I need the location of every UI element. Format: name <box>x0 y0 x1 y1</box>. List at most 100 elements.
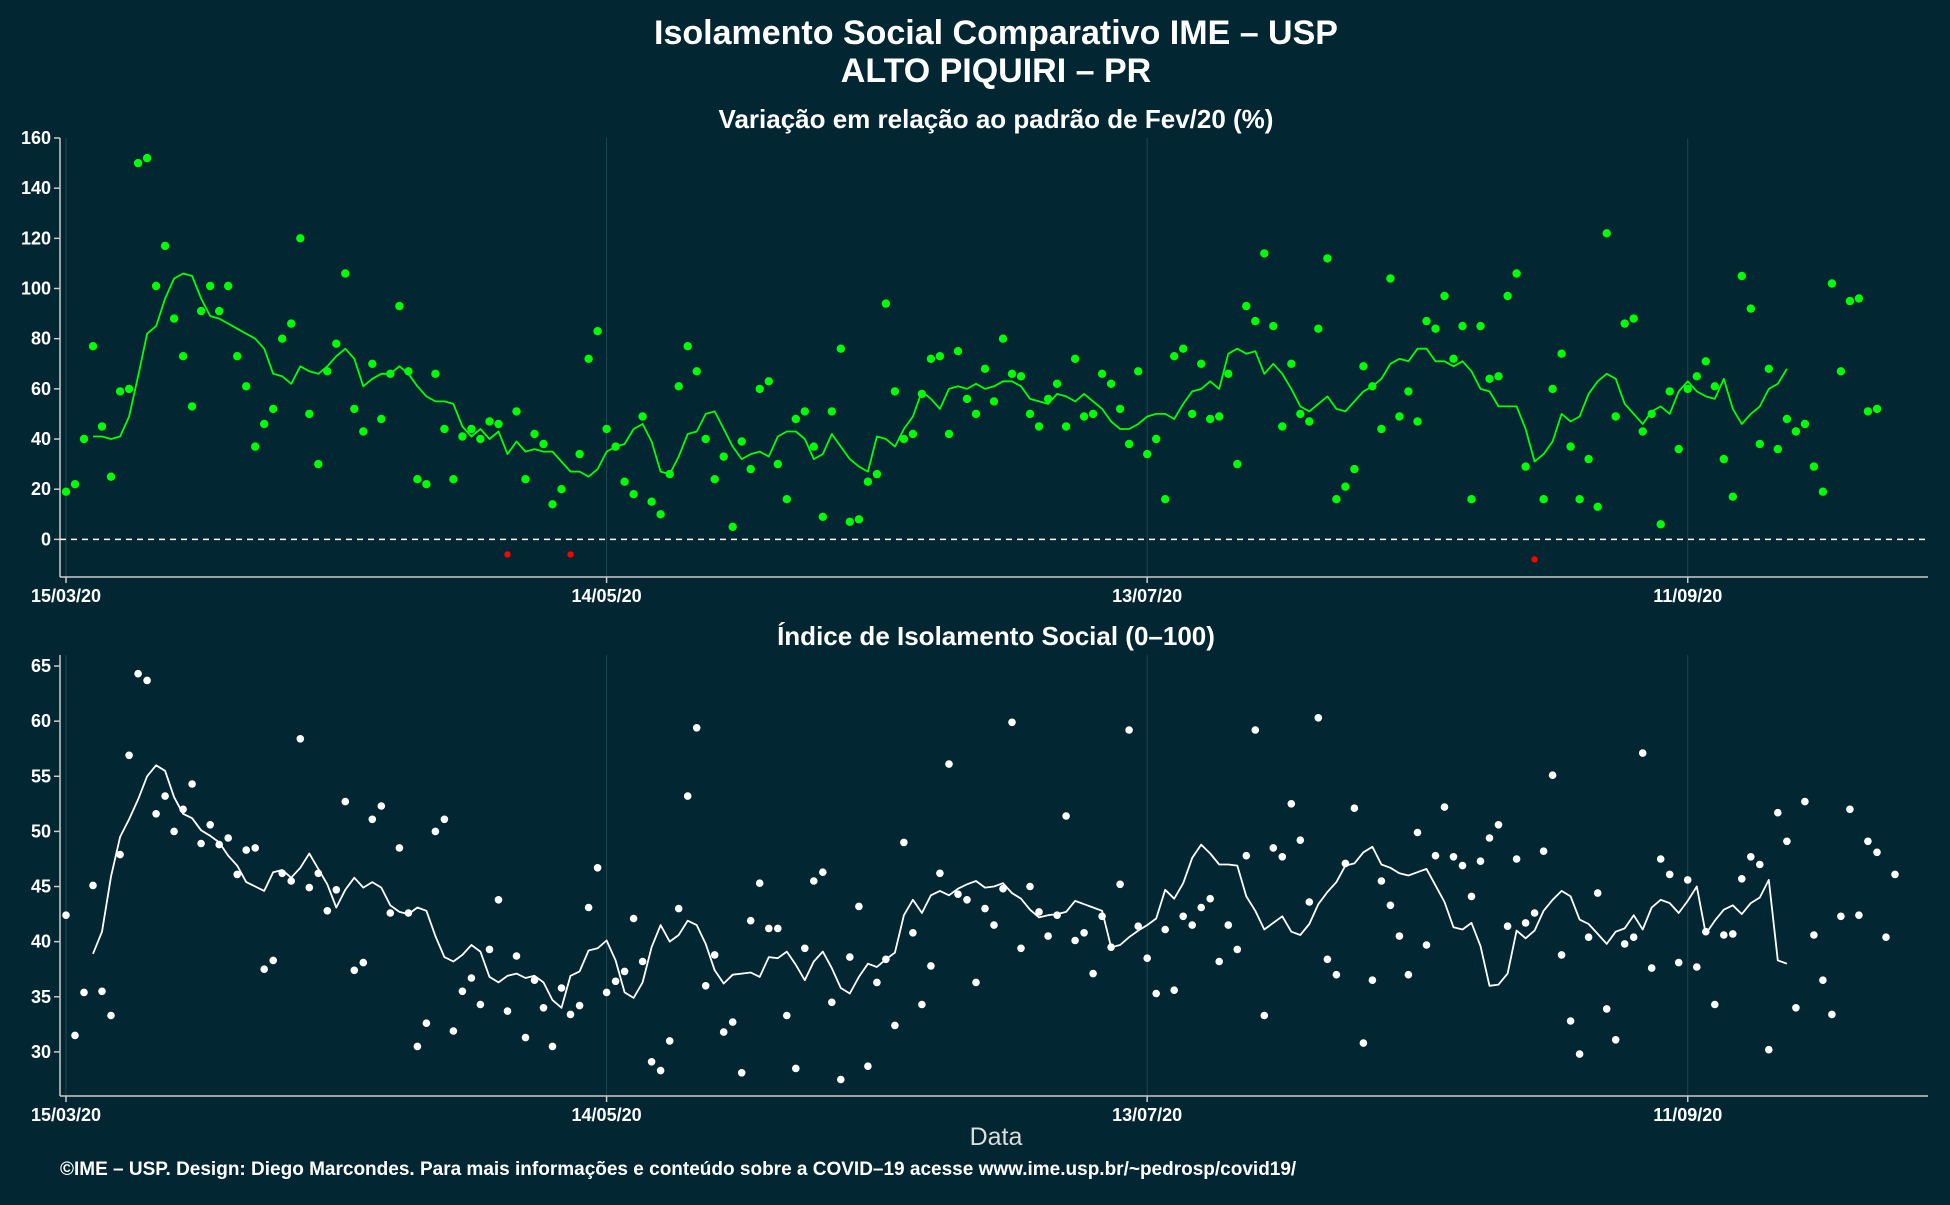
bottom-x-tick-label: 13/07/20 <box>1112 1105 1182 1125</box>
bottom-data-point <box>1287 800 1296 808</box>
top-data-point <box>1124 439 1134 449</box>
bottom-data-point <box>1386 901 1395 910</box>
top-data-point <box>647 497 656 506</box>
top-data-point <box>629 490 638 499</box>
top-data-point <box>386 369 395 378</box>
bottom-data-point <box>395 844 404 852</box>
bottom-data-point <box>242 846 250 854</box>
bottom-data-point <box>89 881 97 890</box>
bottom-data-point <box>999 884 1007 893</box>
top-data-point <box>1575 495 1584 504</box>
bottom-data-point <box>891 1021 899 1030</box>
bottom-data-point <box>1314 714 1323 722</box>
top-data-point <box>1278 422 1287 431</box>
top-data-point <box>602 424 611 434</box>
bottom-data-point <box>1269 844 1278 852</box>
top-data-point <box>1404 387 1413 396</box>
bottom-data-point <box>1656 855 1665 863</box>
bottom-data-point <box>548 1042 557 1051</box>
top-data-point <box>1503 291 1512 301</box>
top-data-point <box>323 367 332 376</box>
bottom-data-point <box>1855 911 1863 919</box>
top-data-point <box>593 327 602 336</box>
top-data-point <box>160 241 170 251</box>
bottom-data-point <box>377 802 386 810</box>
top-data-point <box>557 485 566 494</box>
bottom-data-point <box>386 909 395 917</box>
top-data-point <box>1431 324 1440 333</box>
top-data-point <box>287 319 296 328</box>
bottom-data-point <box>1278 853 1287 861</box>
top-data-point <box>1079 412 1089 421</box>
bottom-data-point <box>1738 875 1746 883</box>
top-data-point <box>395 301 404 311</box>
top-data-point <box>458 432 467 441</box>
top-data-point <box>1863 407 1873 416</box>
bottom-data-point <box>1792 1004 1800 1012</box>
top-data-point <box>872 469 882 479</box>
top-data-point <box>1422 316 1431 326</box>
top-data-point <box>1782 414 1792 424</box>
top-data-point <box>196 306 206 316</box>
top-data-point <box>187 402 197 411</box>
top-data-point <box>1440 291 1449 301</box>
top-data-point <box>890 387 900 396</box>
bottom-y-tick-label: 45 <box>31 877 51 897</box>
bottom-data-point <box>900 838 908 847</box>
bottom-data-point <box>1783 837 1791 846</box>
bottom-data-point <box>602 988 611 997</box>
top-data-point <box>1179 344 1188 353</box>
bottom-data-point <box>260 965 269 973</box>
bottom-data-point <box>1404 970 1413 979</box>
bottom-data-point <box>1665 870 1674 879</box>
bottom-data-point <box>1765 1045 1773 1054</box>
top-data-point <box>1800 419 1810 429</box>
top-data-point <box>1025 409 1035 419</box>
bottom-data-point <box>963 896 971 904</box>
bottom-data-point <box>647 1058 656 1066</box>
top-data-point <box>1791 427 1801 436</box>
top-data-point <box>567 551 574 558</box>
top-data-point <box>611 442 620 451</box>
top-data-point <box>1701 357 1711 366</box>
bottom-data-point <box>1233 945 1242 954</box>
top-data-point <box>773 459 782 469</box>
bottom-y-tick-label: 55 <box>31 766 51 786</box>
bottom-data-point <box>1107 943 1115 951</box>
bottom-data-point <box>1395 932 1404 940</box>
top-data-point <box>106 472 116 481</box>
top-data-point <box>1323 254 1332 263</box>
top-data-point <box>1106 379 1116 388</box>
top-data-point <box>1827 279 1837 288</box>
top-data-point <box>1242 301 1251 311</box>
top-data-point <box>1449 354 1458 363</box>
top-data-point <box>971 409 981 419</box>
top-data-point <box>1161 495 1170 504</box>
top-data-point <box>1566 442 1575 451</box>
top-data-point <box>1764 364 1774 373</box>
top-data-point <box>296 234 305 243</box>
top-data-point <box>278 334 287 343</box>
bottom-data-point <box>719 1028 728 1036</box>
top-data-point <box>521 475 530 484</box>
top-data-point <box>989 397 999 406</box>
top-data-point <box>1854 294 1864 303</box>
top-data-point <box>1845 296 1855 306</box>
bottom-data-point <box>476 1000 485 1009</box>
bottom-data-point <box>774 924 782 933</box>
top-data-point <box>133 158 143 168</box>
top-chart-title: Variação em relação ao padrão de Fev/20 … <box>719 104 1274 134</box>
top-y-tick-label: 60 <box>31 379 51 399</box>
bottom-data-point <box>1891 870 1899 879</box>
top-data-point <box>431 369 440 378</box>
bottom-data-point <box>1242 851 1251 860</box>
top-data-point <box>683 342 692 351</box>
bottom-data-point <box>701 982 710 990</box>
top-data-point <box>1719 454 1729 464</box>
bottom-data-point <box>566 1010 575 1019</box>
bottom-data-point <box>954 890 962 898</box>
bottom-data-point <box>1098 912 1106 921</box>
bottom-data-point <box>755 879 764 887</box>
bottom-y-tick-label: 50 <box>31 821 51 841</box>
